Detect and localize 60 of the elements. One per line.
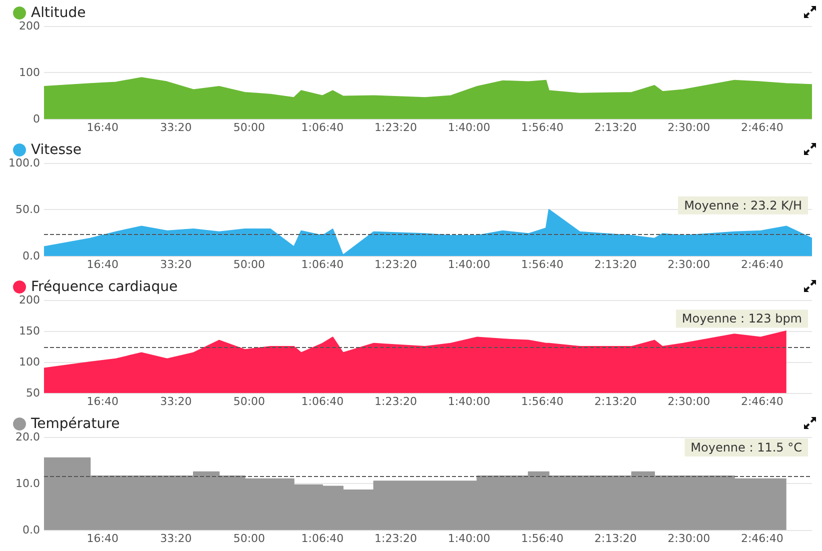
x-tick-label: 1:23:20 bbox=[374, 532, 417, 545]
x-tick-label: 2:30:00 bbox=[668, 121, 710, 134]
x-tick-label: 2:46:40 bbox=[740, 121, 784, 134]
x-tick-label: 1:40:00 bbox=[448, 395, 490, 408]
x-tick-label: 50:00 bbox=[233, 395, 266, 408]
x-tick-label: 1:23:20 bbox=[374, 258, 417, 271]
y-tick-label: 0.0 bbox=[22, 250, 40, 262]
y-tick-label: 20.0 bbox=[16, 430, 40, 444]
x-tick-label: 16:40 bbox=[86, 395, 118, 408]
x-tick-label: 1:40:00 bbox=[448, 258, 490, 271]
x-tick-label: 1:56:40 bbox=[521, 532, 564, 545]
x-tick-label: 1:06:40 bbox=[301, 395, 344, 408]
ref-line-label: Moyenne : 123 bpm bbox=[682, 312, 802, 326]
x-tick-label: 2:30:00 bbox=[668, 532, 710, 545]
x-tick-label: 1:06:40 bbox=[301, 121, 344, 134]
y-tick-label: 100.0 bbox=[8, 156, 40, 170]
x-tick-label: 16:40 bbox=[86, 532, 118, 545]
legend-label: Température bbox=[30, 416, 120, 432]
x-tick-label: 16:40 bbox=[86, 121, 118, 134]
x-tick-label: 33:20 bbox=[160, 532, 192, 545]
x-tick-label: 2:30:00 bbox=[668, 395, 710, 408]
y-tick-label: 150 bbox=[19, 324, 40, 338]
x-tick-label: 1:56:40 bbox=[521, 121, 564, 134]
ref-line-label: Moyenne : 11.5 °C bbox=[690, 440, 802, 455]
x-tick-label: 50:00 bbox=[233, 532, 266, 545]
x-tick-label: 50:00 bbox=[233, 258, 266, 271]
x-tick-label: 1:23:20 bbox=[374, 121, 417, 134]
x-tick-label: 33:20 bbox=[160, 395, 192, 408]
x-tick-label: 1:40:00 bbox=[448, 121, 490, 134]
y-tick-label: 10.0 bbox=[16, 477, 40, 490]
x-tick-label: 33:20 bbox=[160, 258, 192, 271]
x-tick-label: 2:13:20 bbox=[594, 258, 637, 271]
y-tick-label: 100 bbox=[19, 356, 40, 368]
legend-label: Vitesse bbox=[31, 142, 82, 158]
x-tick-label: 1:23:20 bbox=[374, 395, 417, 408]
y-tick-label: 0.0 bbox=[22, 524, 40, 536]
y-tick-label: 100 bbox=[19, 66, 40, 79]
y-tick-label: 50 bbox=[26, 386, 40, 400]
x-tick-label: 2:46:40 bbox=[740, 258, 784, 271]
y-tick-label: 200 bbox=[19, 20, 40, 32]
x-tick-label: 2:30:00 bbox=[668, 258, 710, 271]
x-tick-label: 16:40 bbox=[86, 258, 118, 271]
x-tick-label: 1:56:40 bbox=[521, 258, 564, 271]
y-tick-label: 50.0 bbox=[16, 203, 40, 216]
ref-line-label: Moyenne : 23.2 K/H bbox=[684, 198, 802, 212]
x-tick-label: 1:56:40 bbox=[521, 395, 564, 408]
legend-label: Altitude bbox=[31, 5, 86, 21]
legend-label: Fréquence cardiaque bbox=[31, 279, 178, 295]
x-tick-label: 1:06:40 bbox=[301, 532, 344, 545]
x-tick-label: 2:13:20 bbox=[594, 121, 637, 134]
y-tick-label: 0 bbox=[33, 112, 40, 126]
x-tick-label: 50:00 bbox=[233, 121, 266, 134]
x-tick-label: 2:13:20 bbox=[594, 395, 637, 408]
y-tick-label: 200 bbox=[19, 294, 40, 306]
x-tick-label: 2:46:40 bbox=[740, 532, 784, 545]
x-tick-label: 1:40:00 bbox=[448, 532, 490, 545]
x-tick-label: 2:13:20 bbox=[594, 532, 637, 545]
x-tick-label: 33:20 bbox=[160, 121, 192, 134]
x-tick-label: 1:06:40 bbox=[301, 258, 344, 271]
x-tick-label: 2:46:40 bbox=[740, 395, 784, 408]
